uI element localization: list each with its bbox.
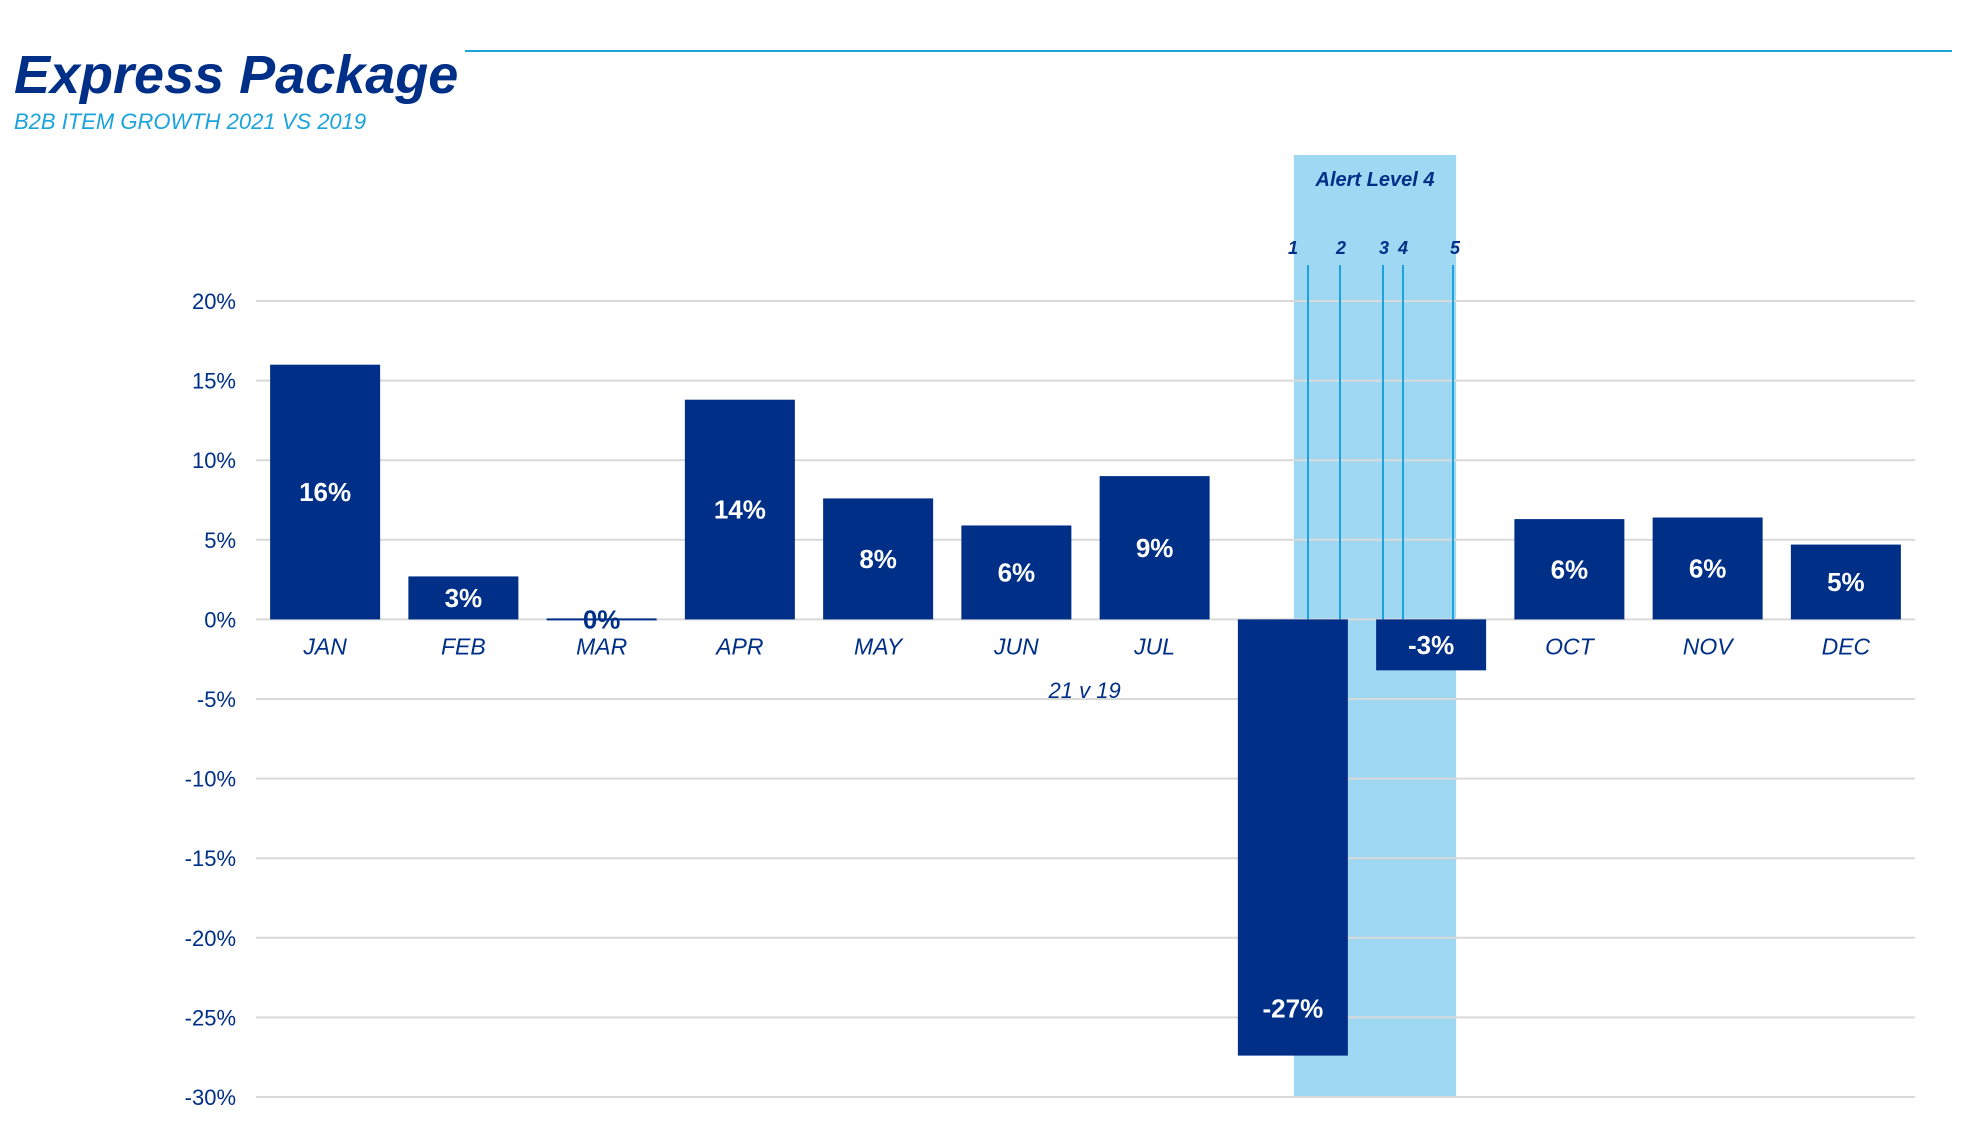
data-label: 6% (1689, 553, 1727, 583)
x-tick-label: DEC (1822, 633, 1871, 659)
bar-jul (1099, 476, 1210, 620)
y-tick-label: -30% (185, 1085, 236, 1110)
week-marker-label: 5 (1450, 238, 1461, 258)
data-label: 6% (998, 557, 1036, 587)
data-label: 5% (1827, 567, 1865, 597)
data-label: 14% (714, 495, 766, 525)
bar-jun (961, 525, 1072, 620)
x-tick-label: OCT (1545, 633, 1596, 659)
data-labels: 16% 3% 0% 14% 8% 6% 9% -27% -3% 6% 6% 5% (299, 477, 1865, 1024)
y-axis-ticks: 20% 15% 10% 5% 0% -5% -10% -15% -20% -25% -30% (185, 289, 236, 1110)
y-tick-label: 15% (192, 369, 236, 394)
x-tick-label: APR (714, 633, 763, 659)
y-tick-label: -5% (197, 687, 236, 712)
bar-feb (408, 576, 519, 620)
week-marker-label: 4 (1397, 238, 1408, 258)
week-marker-label: 1 (1288, 238, 1298, 258)
y-tick-label: 10% (192, 448, 236, 473)
annotations: Alert Level 4 1 2 3 4 5 21 v 19 (1048, 169, 1461, 703)
bar-oct (1514, 519, 1625, 620)
chart-subtitle: B2B ITEM GROWTH 2021 VS 2019 (14, 109, 366, 134)
x-tick-label: FEB (441, 633, 486, 659)
bar-sep (1376, 619, 1487, 671)
data-label: 6% (1551, 554, 1589, 584)
bar-mar (546, 618, 657, 621)
gridlines (256, 300, 1915, 1098)
y-tick-label: 20% (192, 289, 236, 314)
x-axis-ticks: JAN FEB MAR APR MAY JUN JUL OCT NOV DEC (302, 633, 1870, 659)
week-marker-label: 2 (1335, 238, 1346, 258)
data-label: 3% (445, 583, 483, 613)
alert-band-label: Alert Level 4 (1315, 169, 1435, 191)
bar-may (823, 498, 934, 620)
data-label: -3% (1408, 630, 1454, 660)
week-marker-label: 3 (1379, 238, 1389, 258)
y-tick-label: -15% (185, 846, 236, 871)
x-tick-label: JAN (302, 633, 347, 659)
data-label: 8% (859, 544, 897, 574)
bar-nov (1652, 517, 1763, 620)
y-tick-label: -25% (185, 1005, 236, 1030)
y-tick-label: -20% (185, 926, 236, 951)
y-tick-label: 0% (204, 607, 236, 632)
chart-title: Express Package (14, 45, 458, 105)
x-tick-label: JUN (993, 633, 1039, 659)
y-tick-label: -10% (185, 767, 236, 792)
x-tick-label: MAY (854, 633, 904, 659)
x-tick-label: MAR (576, 633, 627, 659)
data-label: -27% (1263, 994, 1324, 1024)
x-tick-label: NOV (1683, 633, 1736, 659)
data-label: 9% (1136, 533, 1174, 563)
data-label: 0% (583, 604, 621, 634)
bar-jan (270, 364, 381, 620)
x-tick-label: JUL (1133, 633, 1175, 659)
bar-apr (684, 399, 795, 620)
y-tick-label: 5% (204, 528, 236, 553)
bar-aug (1237, 619, 1348, 1056)
bars (270, 364, 1901, 1056)
data-label: 16% (299, 477, 351, 507)
annotation-21v19: 21 v 19 (1048, 678, 1121, 703)
week-markers (1307, 265, 1454, 620)
bar-dec (1790, 544, 1901, 620)
